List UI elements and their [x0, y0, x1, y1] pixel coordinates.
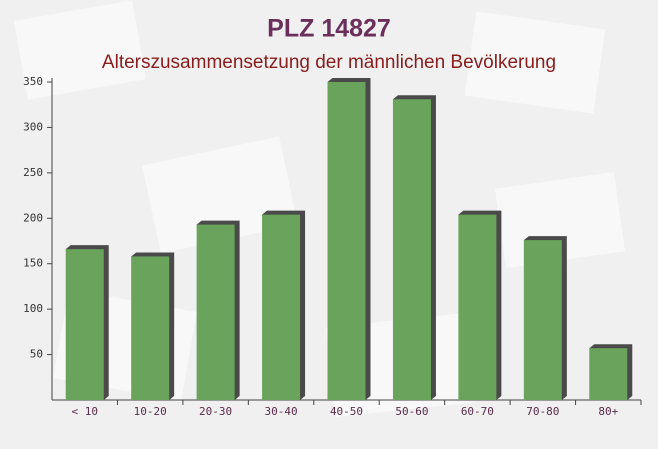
x-tick-label: 10-20 [134, 405, 167, 418]
bar [392, 99, 431, 401]
bar [523, 240, 562, 400]
x-tick-label: 60-70 [461, 405, 494, 418]
y-tick-label: 50 [30, 348, 43, 361]
bar [196, 224, 235, 400]
bar [589, 348, 628, 400]
x-tick-label: < 10 [71, 405, 98, 418]
y-tick-label: 350 [23, 75, 43, 88]
chart-subtitle: Alterszusammensetzung der männlichen Bev… [102, 52, 556, 73]
bar [262, 214, 301, 400]
bar [327, 82, 366, 400]
x-tick-label: 20-30 [199, 405, 232, 418]
x-tick-label: 70-80 [526, 405, 559, 418]
y-tick-label: 150 [23, 257, 43, 270]
bar [65, 249, 104, 400]
x-tick-label: 80+ [598, 405, 618, 418]
bar [131, 256, 170, 400]
x-tick-label: 40-50 [330, 405, 363, 418]
y-tick-label: 200 [23, 211, 43, 224]
y-tick-label: 250 [23, 166, 43, 179]
bar [458, 214, 497, 400]
x-tick-label: 30-40 [264, 405, 297, 418]
x-tick-label: 50-60 [395, 405, 428, 418]
y-tick-label: 100 [23, 302, 43, 315]
chart-title: PLZ 14827 [267, 15, 391, 43]
y-tick-label: 300 [23, 120, 43, 133]
